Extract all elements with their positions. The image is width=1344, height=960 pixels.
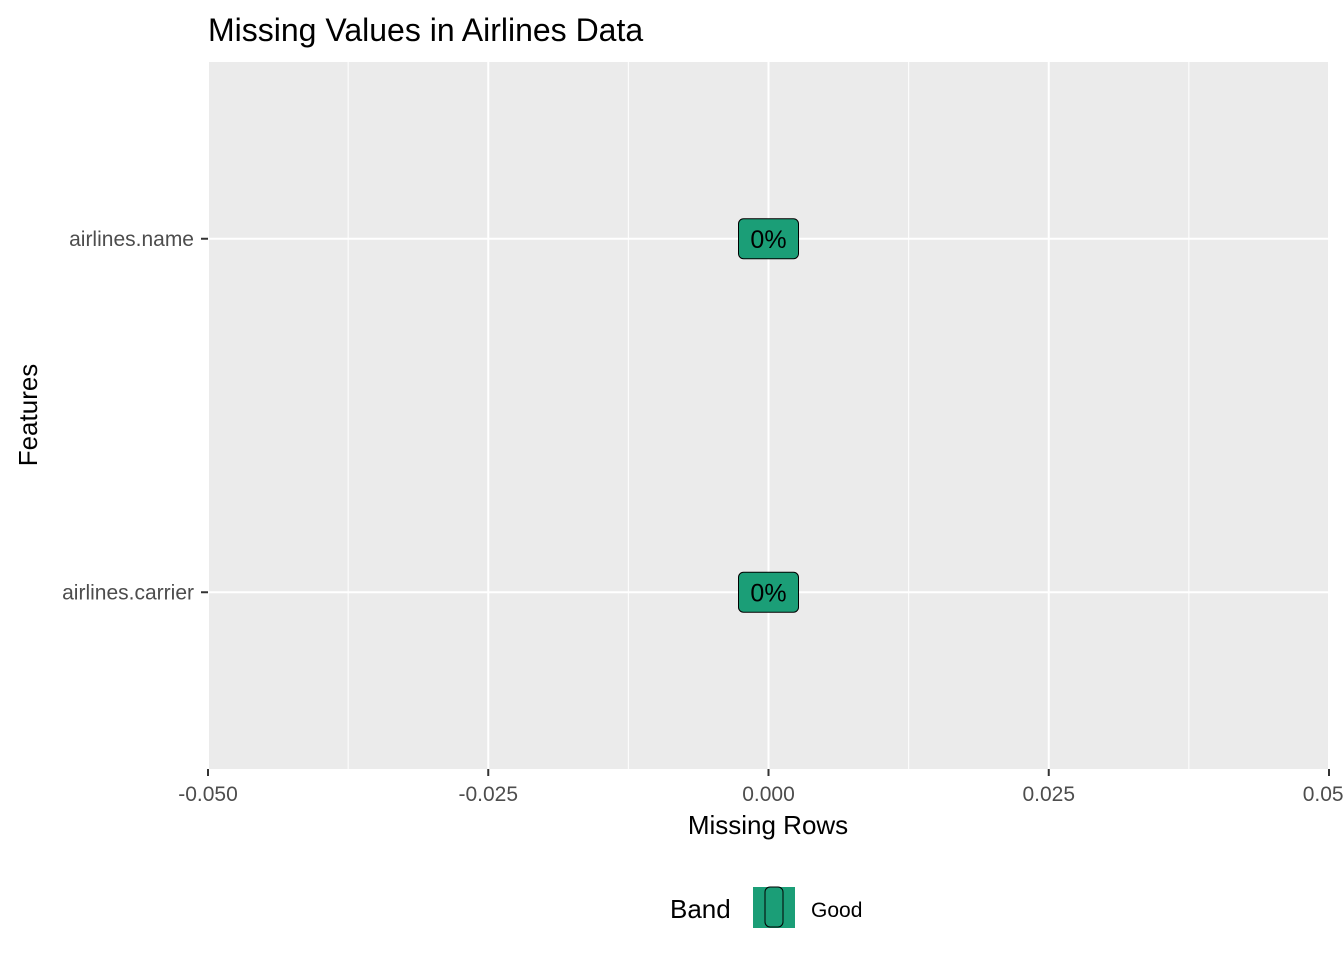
data-label-airlines-name: 0% <box>738 218 799 260</box>
x-tick-label: 0.000 <box>742 783 795 806</box>
x-tick-label: -0.025 <box>458 783 518 806</box>
x-axis: -0.050 -0.025 0.000 0.025 0.050 <box>178 769 1344 806</box>
legend: Band Good <box>670 885 862 930</box>
marks-layer: 0% 0% <box>738 218 799 613</box>
data-label-text: 0% <box>750 579 786 607</box>
x-tick-label: -0.050 <box>178 783 238 806</box>
chart-title: Missing Values in Airlines Data <box>208 12 643 48</box>
data-label-airlines-carrier: 0% <box>738 571 799 613</box>
y-tick-label: airlines.carrier <box>62 581 194 604</box>
x-tick-label: 0.050 <box>1303 783 1344 806</box>
legend-title: Band <box>670 894 731 924</box>
data-label-box <box>738 571 799 613</box>
legend-label-good: Good <box>811 899 862 922</box>
y-axis-title: Features <box>13 364 43 467</box>
data-label-box <box>738 218 799 260</box>
y-axis: airlines.name airlines.carrier <box>62 228 208 604</box>
x-tick-label: 0.025 <box>1022 783 1075 806</box>
data-label-text: 0% <box>750 226 786 254</box>
x-axis-title: Missing Rows <box>688 810 848 840</box>
legend-key-glyph <box>764 886 784 928</box>
y-tick-label: airlines.name <box>69 228 194 251</box>
